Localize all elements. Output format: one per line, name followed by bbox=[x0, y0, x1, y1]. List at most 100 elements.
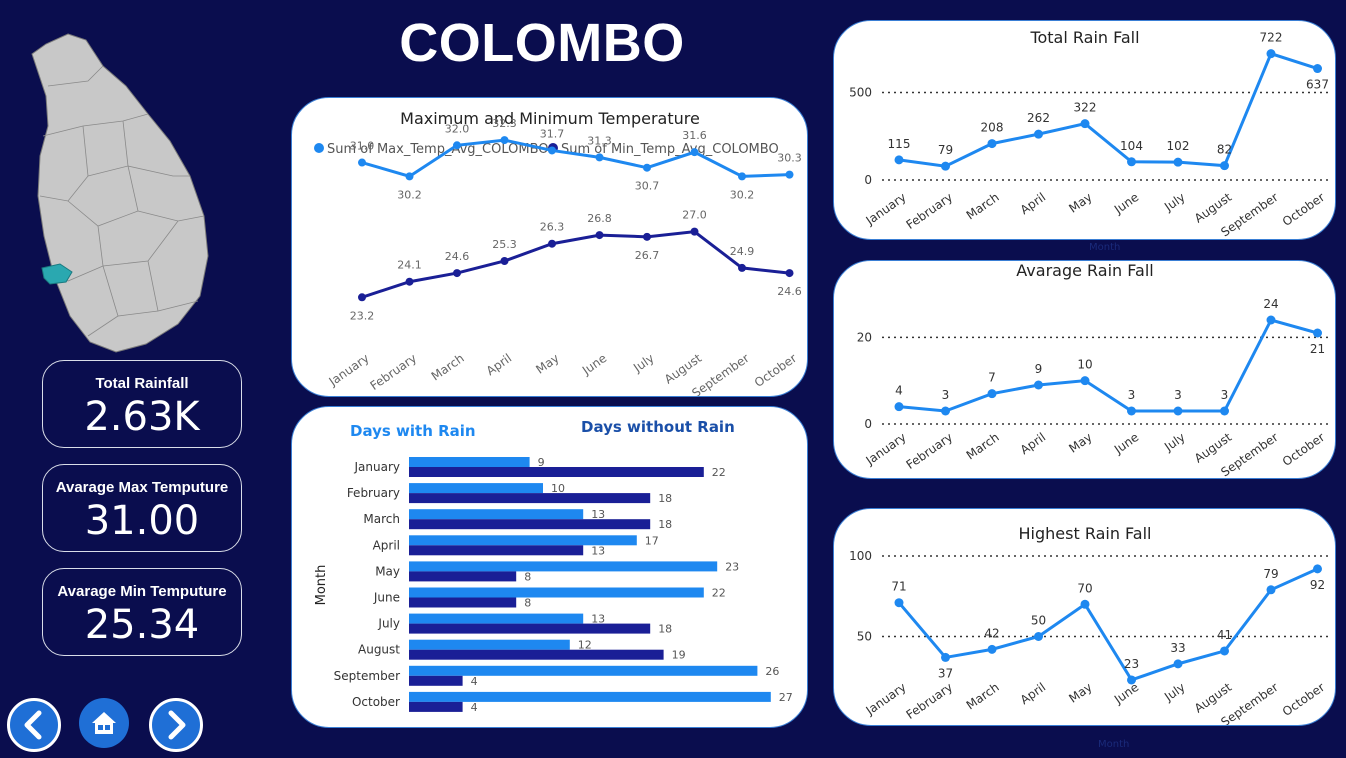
data-point bbox=[1080, 599, 1090, 609]
y-tick-label: 20 bbox=[857, 330, 872, 344]
y-tick-label: 0 bbox=[864, 173, 872, 187]
bar-label: 4 bbox=[471, 675, 478, 688]
data-point bbox=[894, 402, 904, 412]
data-label: 41 bbox=[1217, 628, 1232, 642]
average-rainfall-chart-panel: Avarage Rain Fall 0 20 4 3 7 9 10 3 3 3 24 21 January… bbox=[833, 260, 1336, 479]
x-tick-label: January bbox=[863, 190, 909, 228]
x-tick-label: October bbox=[752, 351, 799, 390]
x-tick-label: October bbox=[1280, 190, 1327, 229]
data-label: 30.7 bbox=[635, 180, 660, 193]
data-label: 3 bbox=[942, 388, 950, 402]
sri-lanka-map[interactable] bbox=[28, 26, 218, 354]
data-point bbox=[987, 389, 997, 399]
x-tick-label: June bbox=[1111, 680, 1141, 707]
data-label: 722 bbox=[1260, 31, 1283, 45]
x-tick-label: April bbox=[1018, 190, 1049, 217]
data-label: 24.1 bbox=[397, 259, 422, 272]
data-label: 42 bbox=[984, 626, 999, 640]
map-landmass bbox=[31, 33, 209, 353]
kpi-label: Avarage Max Temputure bbox=[55, 479, 229, 496]
data-label: 31.6 bbox=[682, 129, 707, 142]
bar-label: 26 bbox=[765, 665, 779, 678]
data-label: 208 bbox=[981, 121, 1004, 135]
x-tick-label: March bbox=[429, 351, 467, 383]
data-label: 23 bbox=[1124, 657, 1139, 671]
data-point bbox=[690, 148, 699, 157]
bar-days-without-rain bbox=[409, 519, 651, 530]
y-tick-label: April bbox=[373, 538, 400, 552]
data-label: 71 bbox=[891, 580, 906, 594]
data-label: 637 bbox=[1306, 78, 1329, 92]
data-label: 24.9 bbox=[730, 245, 755, 258]
data-label: 26.3 bbox=[540, 221, 565, 234]
data-point bbox=[643, 232, 651, 241]
data-label: 25.3 bbox=[492, 238, 517, 251]
rain-days-chart: Days with Rain Days without Rain Month Janu… bbox=[314, 418, 793, 714]
data-point bbox=[358, 293, 366, 302]
data-point bbox=[1313, 64, 1322, 74]
highest-rainfall-chart: Highest Rain Fall 50 100 71 37 42 50 70 23 33 41 79… bbox=[849, 524, 1329, 725]
kpi-avg-max-temp: Avarage Max Temputure 31.00 bbox=[42, 464, 242, 552]
x-tick-label: May bbox=[533, 351, 561, 377]
data-label: 9 bbox=[1035, 362, 1043, 376]
data-label: 10 bbox=[1077, 358, 1092, 372]
data-point bbox=[358, 158, 366, 167]
x-tick-label: May bbox=[1066, 190, 1094, 216]
bar-days-without-rain bbox=[409, 467, 704, 477]
data-label: 115 bbox=[888, 137, 911, 151]
y-tick-label: July bbox=[377, 617, 400, 631]
data-point bbox=[453, 141, 461, 150]
data-label: 31.7 bbox=[540, 127, 565, 140]
x-tick-label: March bbox=[964, 430, 1002, 462]
data-point bbox=[1220, 161, 1229, 171]
x-tick-label: January bbox=[863, 430, 909, 468]
x-tick-label: October bbox=[1280, 680, 1327, 719]
data-point bbox=[1220, 406, 1229, 416]
kpi-value: 31.00 bbox=[84, 498, 200, 544]
data-point bbox=[1266, 49, 1276, 59]
data-point bbox=[941, 406, 950, 416]
map-colombo-region bbox=[41, 263, 73, 285]
data-point bbox=[1127, 406, 1136, 416]
data-label: 50 bbox=[1031, 614, 1046, 628]
x-tick-label: June bbox=[1111, 190, 1141, 217]
home-icon bbox=[92, 712, 116, 734]
series-line bbox=[897, 567, 1319, 682]
heading-days-without-rain: Days without Rain bbox=[581, 418, 735, 436]
bar-label: 19 bbox=[672, 649, 686, 662]
prev-page-button[interactable] bbox=[7, 698, 61, 752]
next-page-button[interactable] bbox=[149, 698, 203, 752]
data-label: 82 bbox=[1217, 143, 1232, 157]
kpi-value: 25.34 bbox=[84, 602, 200, 648]
x-axis-title: Month bbox=[1098, 739, 1130, 750]
x-axis-title: Month bbox=[1089, 242, 1121, 253]
data-point bbox=[643, 163, 651, 172]
data-point bbox=[453, 269, 461, 278]
home-button[interactable] bbox=[79, 698, 129, 748]
y-tick-label: June bbox=[373, 591, 400, 605]
x-tick-label: June bbox=[579, 351, 609, 378]
y-tick-label: January bbox=[354, 460, 401, 474]
bar-label: 4 bbox=[471, 701, 478, 714]
series-line bbox=[898, 51, 1318, 168]
data-point bbox=[987, 139, 997, 149]
data-label: 33 bbox=[1170, 641, 1185, 655]
data-label: 31.0 bbox=[350, 140, 375, 153]
data-point bbox=[1173, 157, 1183, 167]
data-point bbox=[595, 231, 604, 240]
data-label: 7 bbox=[988, 371, 996, 385]
data-label: 26.7 bbox=[635, 249, 660, 262]
data-point bbox=[1266, 315, 1276, 325]
bar-label: 8 bbox=[524, 570, 531, 583]
data-label: 21 bbox=[1310, 342, 1325, 356]
chevron-right-icon bbox=[168, 710, 186, 740]
data-point bbox=[1080, 376, 1090, 386]
bar-label: 18 bbox=[658, 518, 672, 531]
bar-days-with-rain bbox=[409, 483, 543, 494]
y-tick-label: 100 bbox=[849, 549, 872, 563]
y-tick-label: September bbox=[334, 669, 400, 683]
x-tick-label: October bbox=[1280, 430, 1327, 469]
legend-marker-max bbox=[314, 143, 324, 153]
data-point bbox=[738, 172, 746, 181]
data-label: 30.3 bbox=[777, 152, 802, 165]
